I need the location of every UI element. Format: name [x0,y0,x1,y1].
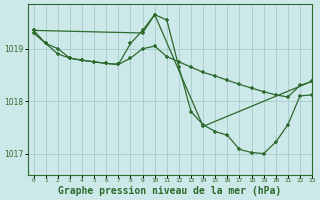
X-axis label: Graphe pression niveau de la mer (hPa): Graphe pression niveau de la mer (hPa) [58,186,282,196]
